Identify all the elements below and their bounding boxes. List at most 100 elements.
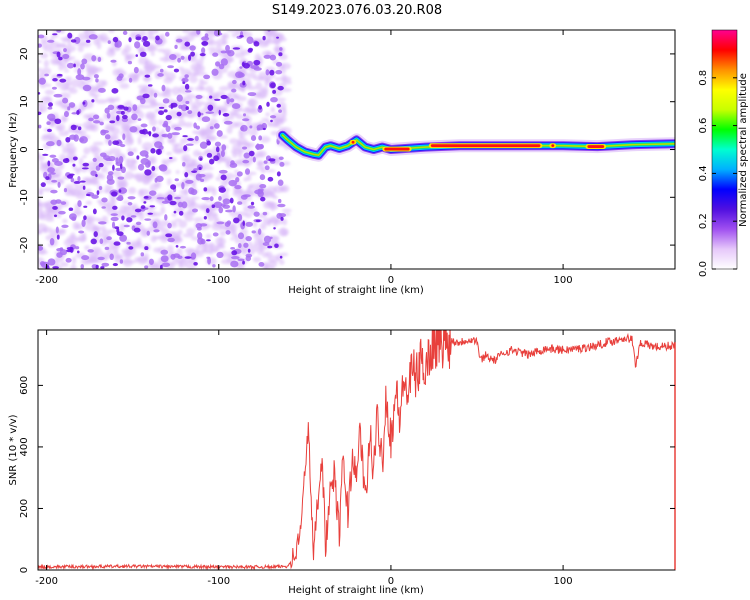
noise-blob-dark <box>206 152 213 158</box>
noise-blob-mid <box>160 249 169 255</box>
colorbar-gradient <box>712 30 737 269</box>
noise-blob-mid <box>262 211 268 216</box>
noise-blob-mid <box>275 61 283 67</box>
noise-blob-dark <box>276 36 279 39</box>
noise-blob-light <box>159 57 165 61</box>
noise-blob-light <box>62 65 68 70</box>
noise-blob-light <box>103 255 108 262</box>
noise-blob-light <box>147 44 158 52</box>
noise-blob-light <box>251 221 258 228</box>
noise-blob-light <box>240 200 248 206</box>
noise-blob-mid <box>106 173 114 182</box>
noise-blob-light <box>182 233 195 238</box>
noise-blob-dark <box>190 51 195 57</box>
noise-blob-light <box>281 208 292 213</box>
noise-blob-mid <box>104 107 110 114</box>
noise-blob-mid <box>230 246 236 250</box>
noise-blob-dark <box>147 131 152 135</box>
noise-blob-dark <box>197 111 201 118</box>
noise-blob-mid <box>245 221 253 227</box>
noise-blob-mid <box>231 103 241 110</box>
colorbar: 0.0 0.2 0.4 0.6 0.8 Normalized spectral ampl… <box>698 29 749 277</box>
noise-blob-dark <box>69 246 74 253</box>
noise-blob-light <box>67 145 77 155</box>
noise-blob-mid <box>56 139 62 147</box>
noise-blob-dark <box>65 157 69 161</box>
noise-blob-dark <box>139 51 147 58</box>
noise-blob-light <box>238 130 243 139</box>
noise-blob-dark <box>267 245 273 249</box>
noise-blob-light <box>44 89 55 95</box>
noise-blob-light <box>42 134 51 139</box>
noise-blob-light <box>216 38 228 46</box>
noise-blob-dark <box>218 109 221 116</box>
noise-blob-mid <box>250 135 257 142</box>
noise-blob-dark <box>142 36 148 42</box>
x-tick-label: 100 <box>554 576 573 587</box>
noise-blob-mid <box>214 141 222 147</box>
signal-ridge-group <box>276 128 675 162</box>
noise-blob-light <box>186 93 195 99</box>
noise-blob-mid <box>115 157 119 165</box>
noise-blob-light <box>38 155 45 162</box>
noise-blob-dark <box>188 54 192 61</box>
noise-blob-mid <box>277 179 284 186</box>
noise-blob-light <box>93 95 98 102</box>
noise-blob-light <box>252 256 262 263</box>
noise-blob-dark <box>96 190 100 196</box>
noise-blob-light <box>93 38 100 46</box>
noise-blob-light <box>90 217 102 221</box>
noise-blob-light <box>272 122 281 128</box>
noise-blob-light <box>90 123 99 132</box>
noise-blob-light <box>184 216 194 222</box>
noise-blob-dark <box>52 33 58 36</box>
noise-blob-mid <box>120 166 126 174</box>
noise-blob-mid <box>167 132 173 139</box>
noise-blob-light <box>137 84 150 89</box>
noise-blob-dark <box>143 201 147 204</box>
noise-blob-light <box>272 32 285 41</box>
colorbar-tick-label: 0.2 <box>698 213 709 229</box>
noise-blob-mid <box>160 255 169 263</box>
noise-blob-mid <box>148 190 157 196</box>
noise-blob-mid <box>67 106 71 111</box>
noise-blob-dark <box>82 185 86 190</box>
noise-blob-light <box>143 253 150 261</box>
noise-blob-mid <box>265 69 270 76</box>
noise-blob-mid <box>173 253 181 258</box>
noise-blob-light <box>192 130 198 134</box>
noise-blob-mid <box>181 182 185 190</box>
noise-blob-light <box>38 67 42 73</box>
noise-blob-dark <box>56 73 63 77</box>
noise-blob-dark <box>207 104 214 111</box>
noise-blob-dark <box>157 148 161 155</box>
noise-blob-light <box>147 31 154 39</box>
noise-blob-dark <box>142 93 150 99</box>
noise-blob-dark <box>279 255 283 259</box>
noise-blob-light <box>125 158 130 167</box>
y-tick-label: 0 <box>19 146 30 152</box>
noise-blob-light <box>165 72 176 81</box>
noise-blob-dark <box>126 217 133 223</box>
noise-blob-mid <box>77 200 82 208</box>
snr-axes: -200 -100 0 100 0 200 400 600 <box>19 330 676 587</box>
noise-blob-light <box>229 222 236 230</box>
noise-blob-mid <box>236 171 243 177</box>
y-tick-label: 200 <box>19 499 30 518</box>
noise-blob-mid <box>195 94 203 99</box>
noise-blob-light <box>203 150 212 154</box>
colorbar-tick-label: 0.8 <box>698 70 709 86</box>
noise-blob-mid <box>263 54 272 59</box>
noise-blob-light <box>175 170 180 174</box>
noise-blob-dark <box>82 101 86 105</box>
noise-blob-light <box>120 248 133 253</box>
noise-blob-mid <box>167 237 175 243</box>
signal-hot-core <box>587 145 605 148</box>
noise-blob-mid <box>278 156 284 161</box>
noise-blob-mid <box>229 98 235 103</box>
noise-blob-mid <box>80 63 85 70</box>
noise-blob-mid <box>197 232 203 240</box>
signal-hot-core <box>551 144 555 148</box>
noise-blob-mid <box>101 262 110 267</box>
